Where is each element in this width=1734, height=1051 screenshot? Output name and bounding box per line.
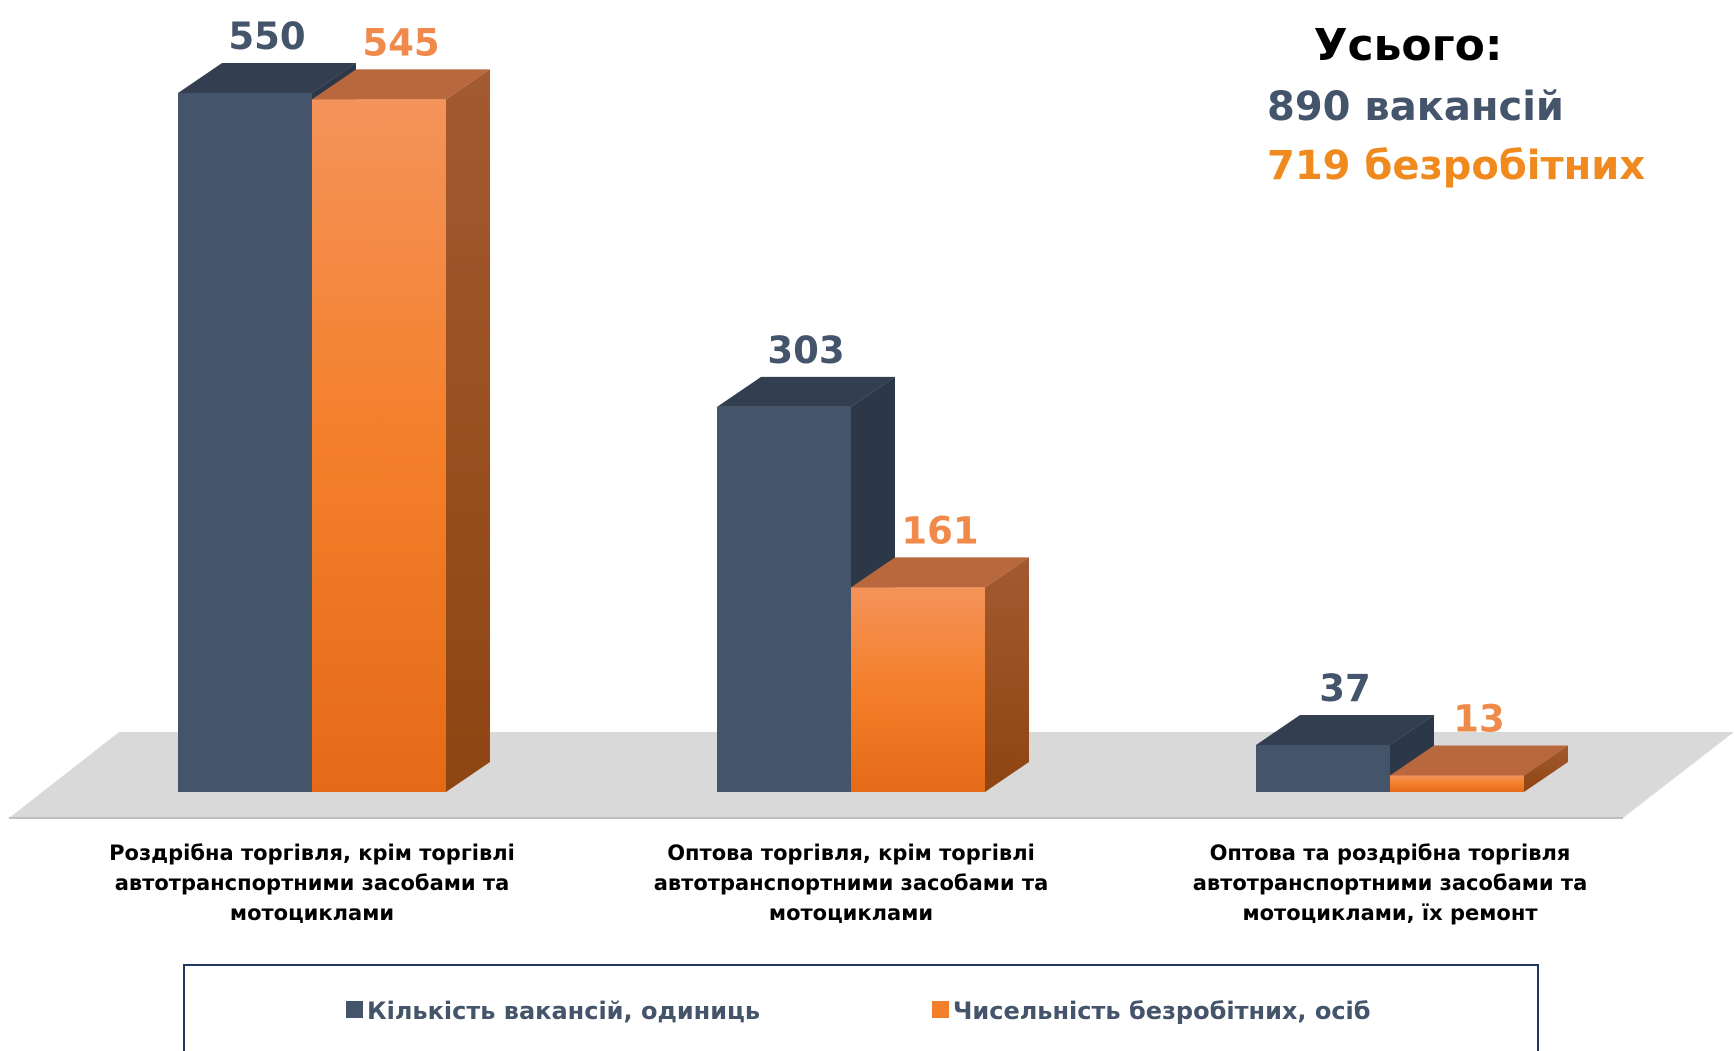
value-label: 13	[1453, 697, 1505, 740]
annotation: 719 безробітних	[1267, 143, 1645, 189]
legend-label: Кількість вакансій, одиниць	[367, 997, 760, 1025]
legend-swatch	[346, 1001, 363, 1018]
bar-top	[1390, 745, 1568, 776]
bar-side	[985, 557, 1029, 792]
category-label: Оптова та роздрібна торгівля автотранспо…	[1192, 841, 1588, 925]
category-label: Роздрібна торгівля, крім торгівлі автотр…	[109, 841, 515, 925]
bar	[1256, 744, 1390, 792]
bar-top	[851, 557, 1029, 588]
category-label: Оптова торгівля, крім торгівлі автотранс…	[653, 841, 1049, 925]
legend-box	[183, 964, 1539, 1051]
value-label: 161	[901, 509, 978, 552]
value-label: 303	[767, 329, 844, 372]
legend-swatch	[932, 1001, 949, 1018]
value-label: 545	[362, 21, 439, 64]
bar	[312, 99, 446, 792]
bar-side	[1524, 745, 1568, 792]
bar	[717, 406, 851, 792]
bar	[1390, 775, 1524, 792]
annotation: 890 вакансій	[1267, 84, 1564, 130]
value-label: 37	[1319, 667, 1371, 710]
bar	[178, 93, 312, 792]
bar-top	[178, 63, 356, 93]
value-label: 550	[228, 15, 305, 58]
bar-top	[717, 376, 895, 407]
bar-side	[446, 69, 490, 792]
legend-label: Чисельність безробітних, осіб	[953, 997, 1371, 1025]
bar	[851, 587, 985, 792]
annotation: Усього:	[1314, 20, 1503, 71]
bar-top	[312, 69, 490, 100]
bar-top	[1256, 714, 1434, 745]
